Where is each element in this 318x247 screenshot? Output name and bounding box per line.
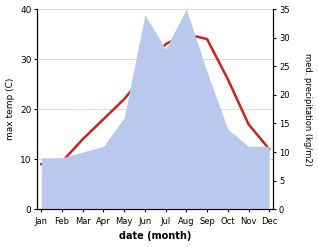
Y-axis label: med. precipitation (kg/m2): med. precipitation (kg/m2) <box>303 53 313 165</box>
Y-axis label: max temp (C): max temp (C) <box>5 78 15 140</box>
X-axis label: date (month): date (month) <box>119 231 191 242</box>
